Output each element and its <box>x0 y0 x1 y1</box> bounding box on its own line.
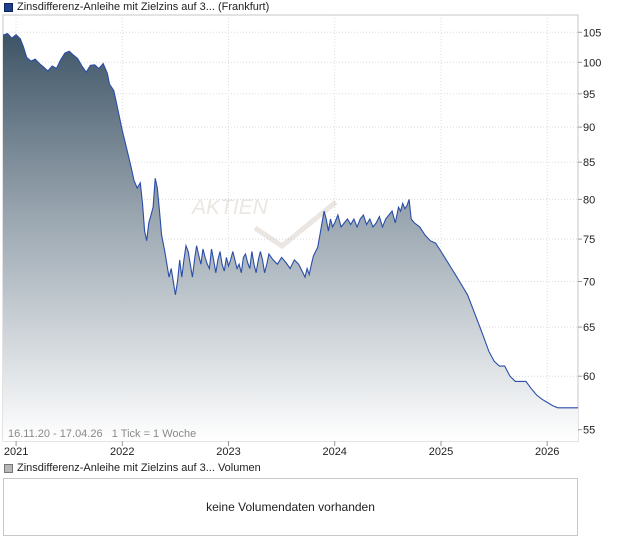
y-tick-label: 70 <box>583 277 595 289</box>
volume-legend-swatch <box>4 463 13 473</box>
date-range: 16.11.20 - 17.04.26 <box>8 428 103 440</box>
y-tick-label: 55 <box>583 425 595 437</box>
watermark-logo: AKTIEN <box>190 196 338 250</box>
volume-panel: keine Volumendaten vorhanden <box>3 478 578 536</box>
price-legend: Zinsdifferenz-Anleihe mit Zielzins auf 3… <box>4 0 269 14</box>
y-axis-labels: 55 60 65 70 75 80 85 90 95 100 105 <box>578 27 601 437</box>
watermark-text: AKTIEN <box>190 196 269 219</box>
volume-legend: Zinsdifferenz-Anleihe mit Zielzins auf 3… <box>4 461 261 475</box>
x-tick-label: 2026 <box>535 446 559 458</box>
price-legend-swatch <box>4 2 13 12</box>
y-tick-label: 100 <box>583 57 601 69</box>
y-tick-label: 85 <box>583 157 595 169</box>
tick-info: 1 Tick = 1 Woche <box>111 428 197 440</box>
price-line <box>2 32 578 409</box>
price-legend-label: Zinsdifferenz-Anleihe mit Zielzins auf 3… <box>17 1 270 13</box>
y-tick-label: 80 <box>583 194 595 206</box>
y-tick-label: 60 <box>583 371 595 383</box>
volume-empty-message: keine Volumendaten vorhanden <box>206 500 375 514</box>
x-tick-label: 2021 <box>4 446 28 458</box>
x-axis-labels: 2021 2022 2023 2024 2025 2026 <box>4 441 559 458</box>
x-tick-label: 2024 <box>322 446 346 458</box>
chart-info: 16.11.20 - 17.04.26 1 Tick = 1 Woche <box>8 428 196 440</box>
y-tick-label: 95 <box>583 89 595 101</box>
y-tick-label: 90 <box>583 122 595 134</box>
x-tick-label: 2023 <box>216 446 240 458</box>
y-tick-label: 75 <box>583 234 595 246</box>
price-area <box>3 33 578 441</box>
volume-legend-label: Zinsdifferenz-Anleihe mit Zielzins auf 3… <box>17 462 261 474</box>
price-chart: AKTIEN 55 60 65 70 75 80 85 90 95 100 105 2021 2022… <box>2 14 601 458</box>
y-tick-label: 105 <box>583 27 601 39</box>
y-tick-label: 65 <box>583 322 595 334</box>
x-tick-label: 2022 <box>110 446 134 458</box>
x-tick-label: 2025 <box>429 446 453 458</box>
watermark-check-icon <box>253 200 338 250</box>
